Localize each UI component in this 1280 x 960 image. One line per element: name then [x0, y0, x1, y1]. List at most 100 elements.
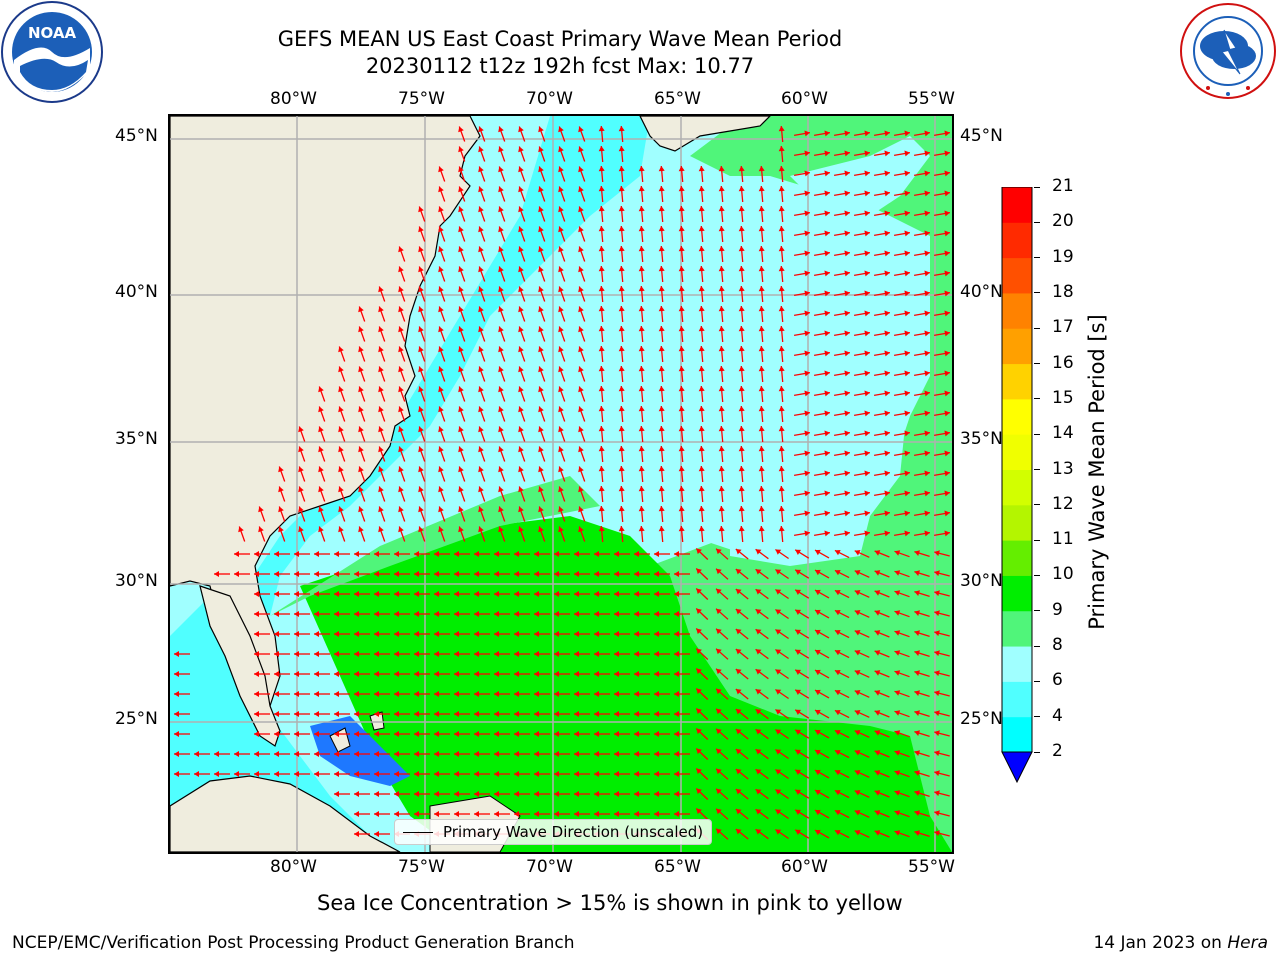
- wave-arrow-head: [654, 691, 659, 697]
- wave-arrow-head: [314, 631, 319, 637]
- colorbar-tick-label: 18: [1052, 281, 1074, 302]
- wave-arrow-head: [934, 730, 940, 737]
- wave-arrow-head: [738, 186, 745, 192]
- wave-arrow-head: [824, 370, 830, 377]
- wave-arrow-head: [414, 791, 419, 797]
- wave-arrow-head: [778, 146, 785, 152]
- wave-arrow-head: [294, 651, 299, 657]
- wave-arrow-head: [904, 370, 910, 377]
- colorbar-tick-label: 9: [1052, 599, 1063, 620]
- wave-arrow-head: [434, 591, 439, 597]
- ocean-green-fringe: [270, 476, 600, 616]
- wave-arrow-head: [318, 506, 324, 513]
- wave-arrow-head: [454, 631, 459, 637]
- wave-arrow-head: [944, 390, 950, 397]
- wave-arrow-head: [578, 206, 584, 213]
- wave-arrow-head: [864, 350, 870, 357]
- wave-arrow-head: [674, 731, 679, 737]
- wave-arrow-head: [778, 166, 785, 172]
- wave-arrow-head: [775, 729, 782, 735]
- wave-arrow-head: [614, 631, 619, 637]
- wave-arrow-head: [318, 426, 324, 433]
- wave-arrow-head: [678, 346, 685, 352]
- wave-arrow-head: [578, 226, 584, 233]
- wave-arrow-head: [498, 246, 504, 253]
- colorbar-tick-mark: [1034, 433, 1040, 435]
- wave-arrow-head: [454, 651, 459, 657]
- wave-arrow-head: [864, 370, 870, 377]
- colorbar-tick-mark: [1034, 292, 1040, 294]
- wave-arrow-head: [574, 751, 579, 757]
- wave-arrow-head: [454, 771, 459, 777]
- wave-arrow-head: [716, 768, 722, 775]
- wave-arrow-head: [474, 651, 479, 657]
- wave-arrow-head: [738, 226, 745, 232]
- wave-arrow-head: [554, 651, 559, 657]
- wave-arrow-head: [398, 246, 404, 253]
- wave-arrow-head: [654, 671, 659, 677]
- wave-arrow-head: [494, 611, 499, 617]
- wave-arrow-head: [574, 811, 579, 817]
- wave-arrow-head: [518, 466, 524, 473]
- wave-arrow-head: [458, 306, 464, 313]
- wave-arrow-head: [474, 771, 479, 777]
- wave-arrow-head: [378, 446, 384, 453]
- wave-arrow-head: [494, 711, 499, 717]
- wave-arrow-head: [716, 828, 722, 835]
- wave-arrow-head: [758, 526, 765, 532]
- wave-arrow-head: [238, 526, 244, 533]
- wave-arrow-head: [498, 346, 504, 353]
- wave-arrow-head: [775, 769, 782, 775]
- wave-arrow-head: [755, 809, 762, 815]
- wave-arrow-head: [478, 146, 484, 153]
- wave-arrow-head: [454, 671, 459, 677]
- wave-arrow-head: [414, 691, 419, 697]
- wave-arrow-head: [294, 711, 299, 717]
- wave-arrow-head: [678, 486, 685, 492]
- wave-arrow-head: [775, 649, 782, 655]
- wave-arrow-head: [518, 166, 524, 173]
- wave-arrow-head: [718, 346, 725, 352]
- colorbar-tick-label: 17: [1052, 317, 1074, 338]
- wave-arrow-head: [358, 526, 364, 533]
- wave-arrow-head: [558, 286, 564, 293]
- wave-arrow-head: [594, 631, 599, 637]
- wave-arrow-head: [716, 668, 722, 675]
- wave-arrow-head: [538, 166, 544, 173]
- wave-arrow-head: [718, 226, 725, 232]
- colorbar-tick-label: 8: [1052, 635, 1063, 656]
- wave-arrow-head: [834, 670, 841, 676]
- wave-arrow-head: [864, 290, 870, 297]
- wave-arrow-head: [174, 771, 179, 777]
- wave-arrow-head: [698, 446, 705, 452]
- wave-arrow-head: [775, 609, 782, 615]
- wave-arrow-head: [884, 490, 890, 497]
- wave-arrow-head: [594, 811, 599, 817]
- wave-arrow-head: [634, 591, 639, 597]
- wave-arrow-head: [874, 770, 881, 776]
- wave-arrow-head: [614, 591, 619, 597]
- wave-arrow-head: [804, 250, 810, 257]
- wave-arrow-head: [696, 548, 702, 555]
- wave-arrow-head: [538, 206, 544, 213]
- wave-arrow-head: [894, 710, 901, 716]
- wave-arrow-head: [854, 710, 861, 716]
- wave-arrow-head: [294, 731, 299, 737]
- wave-arrow-head: [698, 346, 705, 352]
- wave-arrow-head: [398, 306, 404, 313]
- wave-arrow-head: [174, 691, 179, 697]
- wave-arrow-head: [678, 426, 685, 432]
- wave-arrow-head: [534, 611, 539, 617]
- wave-arrow-head: [894, 590, 901, 596]
- wave-arrow-head: [458, 506, 464, 513]
- wave-arrow-head: [298, 486, 304, 493]
- wave-arrow-head: [358, 386, 364, 393]
- wave-arrow-head: [795, 689, 801, 695]
- wave-arrow-head: [944, 490, 950, 497]
- wave-arrow-head: [414, 571, 419, 577]
- wave-arrow-head: [944, 470, 950, 477]
- colorbar-tick-label: 10: [1052, 564, 1074, 585]
- wave-arrow-head: [438, 246, 444, 253]
- wave-arrow-head: [894, 550, 901, 556]
- wave-arrow-head: [698, 226, 705, 232]
